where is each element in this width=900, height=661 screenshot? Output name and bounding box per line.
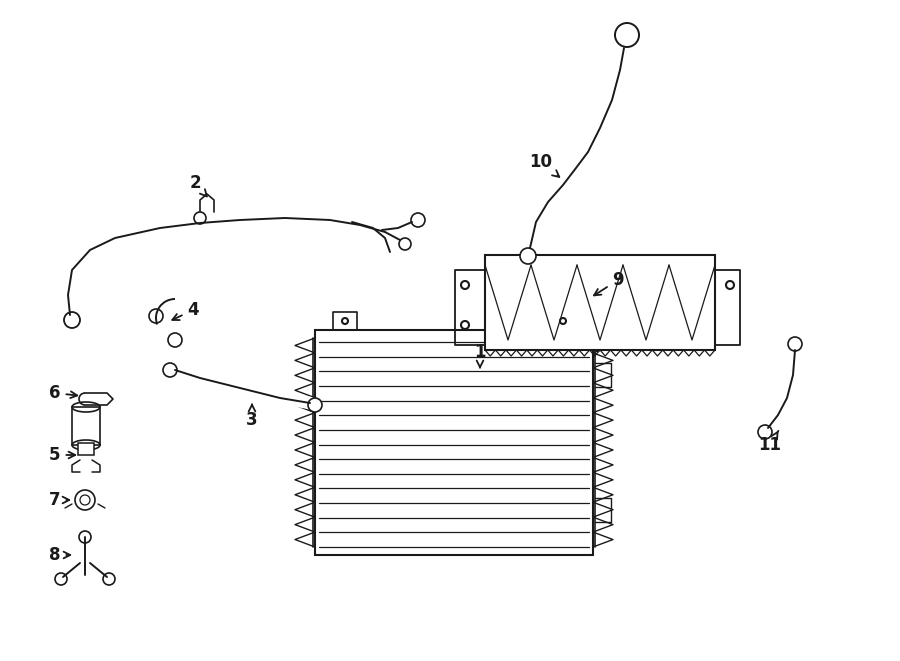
Text: 6: 6	[50, 384, 77, 402]
Circle shape	[194, 212, 206, 224]
Circle shape	[461, 321, 469, 329]
Circle shape	[79, 531, 91, 543]
Bar	[78, 443, 94, 455]
Text: 7: 7	[50, 491, 69, 509]
Text: 5: 5	[50, 446, 76, 464]
Circle shape	[726, 281, 734, 289]
Circle shape	[411, 213, 425, 227]
Circle shape	[55, 573, 67, 585]
Circle shape	[758, 425, 772, 439]
Text: 11: 11	[759, 431, 781, 454]
Bar	[72, 407, 100, 445]
Bar	[315, 330, 593, 555]
Circle shape	[163, 363, 177, 377]
Circle shape	[520, 248, 536, 264]
Text: 4: 4	[172, 301, 199, 320]
Text: 10: 10	[529, 153, 559, 177]
Text: 1: 1	[474, 343, 486, 368]
Circle shape	[308, 398, 322, 412]
Circle shape	[399, 238, 411, 250]
Text: 3: 3	[247, 405, 257, 429]
Text: 9: 9	[594, 271, 624, 295]
Circle shape	[461, 281, 469, 289]
Bar	[485, 255, 715, 350]
Circle shape	[75, 490, 95, 510]
Text: 8: 8	[50, 546, 70, 564]
Circle shape	[80, 495, 90, 505]
Circle shape	[342, 318, 348, 324]
Circle shape	[149, 309, 163, 323]
Circle shape	[788, 337, 802, 351]
Circle shape	[103, 573, 115, 585]
Text: 2: 2	[189, 174, 207, 196]
Circle shape	[168, 333, 182, 347]
Circle shape	[64, 312, 80, 328]
Circle shape	[560, 318, 566, 324]
Circle shape	[615, 23, 639, 47]
